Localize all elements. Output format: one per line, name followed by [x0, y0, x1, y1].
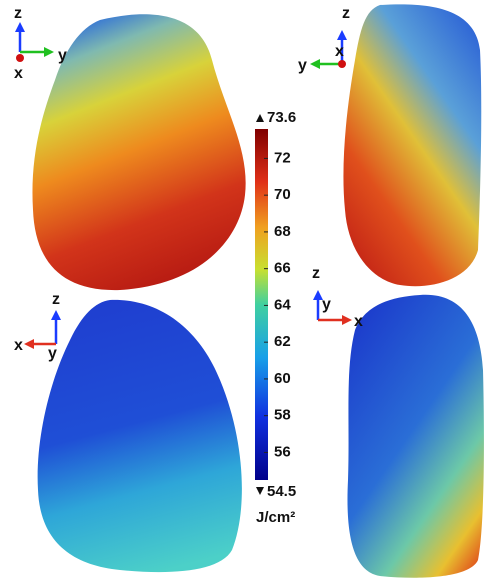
tick-label: 66: [274, 260, 291, 277]
tick-label: 60: [274, 370, 291, 387]
tick-label: 72: [274, 149, 291, 166]
min-marker: [256, 487, 264, 495]
colorbar-unit: J/cm²: [256, 509, 295, 526]
axis-label: z: [312, 265, 320, 282]
tick-label: 58: [274, 407, 291, 424]
colorbar-max: 73.6: [267, 109, 296, 126]
colorbar-ticks: 72 70 68 66 64 62 60 58 56: [264, 149, 291, 460]
tick-label: 70: [274, 186, 291, 203]
max-marker: [256, 114, 264, 122]
axis-label: x: [354, 313, 363, 330]
tick-label: 68: [274, 223, 291, 240]
figure: z y x z x y z x y z y x 73.6 54.5 J/cm² …: [0, 0, 484, 583]
tick-label: 64: [274, 296, 291, 313]
view-shape: [343, 4, 481, 286]
axis-label: y: [48, 345, 57, 362]
axis-label: x: [14, 337, 23, 354]
colorbar-min: 54.5: [267, 483, 296, 500]
tick-label: 62: [274, 333, 291, 350]
view-shape: [38, 300, 242, 572]
axis-label: z: [342, 5, 350, 22]
tick-label: 56: [274, 443, 291, 460]
axis-label: y: [298, 57, 307, 74]
axis-label: z: [52, 291, 60, 308]
axis-label: y: [322, 296, 331, 313]
axis-label: x: [14, 65, 23, 82]
view-shape: [347, 295, 483, 578]
axis-label: z: [14, 5, 22, 22]
colorbar: [255, 129, 268, 480]
axis-label: x: [335, 43, 344, 60]
axis-label: y: [58, 47, 67, 64]
